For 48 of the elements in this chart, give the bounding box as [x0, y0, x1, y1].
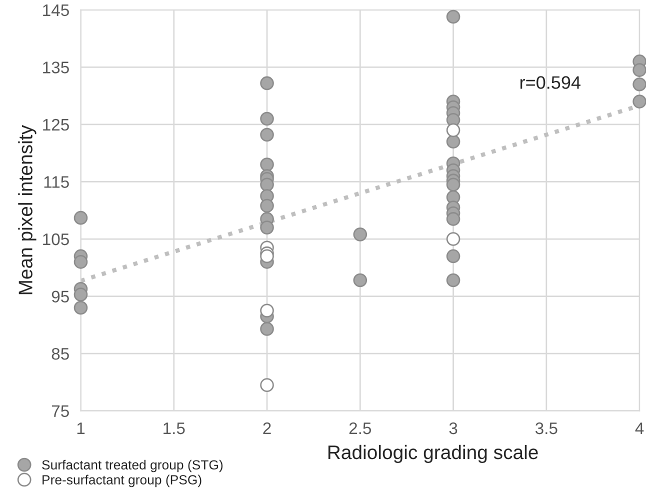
point: [260, 304, 274, 318]
point: [260, 158, 274, 172]
point: [353, 273, 368, 288]
point: [74, 300, 88, 315]
y-tick-label: 115: [44, 176, 69, 188]
point: [260, 198, 274, 213]
legend-label: Surfactant treated group (STG): [42, 460, 223, 472]
x-tick-label: 1.5: [164, 422, 185, 434]
point: [446, 178, 460, 192]
point: [260, 76, 274, 90]
point: [446, 232, 460, 246]
y-tick-label: 95: [52, 290, 69, 302]
point: [74, 210, 88, 225]
point: [353, 228, 368, 242]
point: [74, 288, 88, 302]
point: [446, 10, 460, 24]
legend-label: Pre-surfactant group (PSG): [42, 474, 202, 488]
x-tick-label: 1: [77, 422, 85, 434]
point: [446, 123, 460, 138]
x-axis-title: Radiologic grading scale: [328, 444, 538, 464]
point: [446, 273, 460, 288]
x-tick-label: 4: [635, 422, 644, 434]
x-tick-label: 2.5: [349, 422, 372, 434]
point: [632, 63, 646, 77]
y-tick-label: 145: [43, 4, 69, 16]
annotation: r=0.594: [520, 76, 580, 89]
point: [260, 112, 274, 126]
point: [260, 220, 274, 234]
x-tick-label: 3: [449, 422, 458, 434]
y-tick-label: 125: [43, 118, 69, 131]
point: [446, 134, 460, 149]
x-tick-label: 2: [263, 422, 271, 434]
y-tick-label: 85: [52, 348, 69, 360]
point: [632, 77, 646, 92]
y-tick-label: 75: [52, 405, 69, 418]
y-tick-label: 105: [43, 233, 69, 246]
x-tick-label: 3.5: [535, 422, 558, 434]
point: [260, 378, 274, 392]
point: [74, 255, 88, 269]
point: [446, 249, 460, 264]
point: [446, 212, 460, 226]
point: [260, 178, 274, 192]
point: [632, 94, 646, 108]
y-tick-label: 135: [43, 62, 69, 74]
point: [260, 128, 274, 142]
y-axis-title: Mean pixel intensity: [18, 125, 36, 294]
point: [260, 249, 274, 264]
point: [260, 322, 274, 336]
